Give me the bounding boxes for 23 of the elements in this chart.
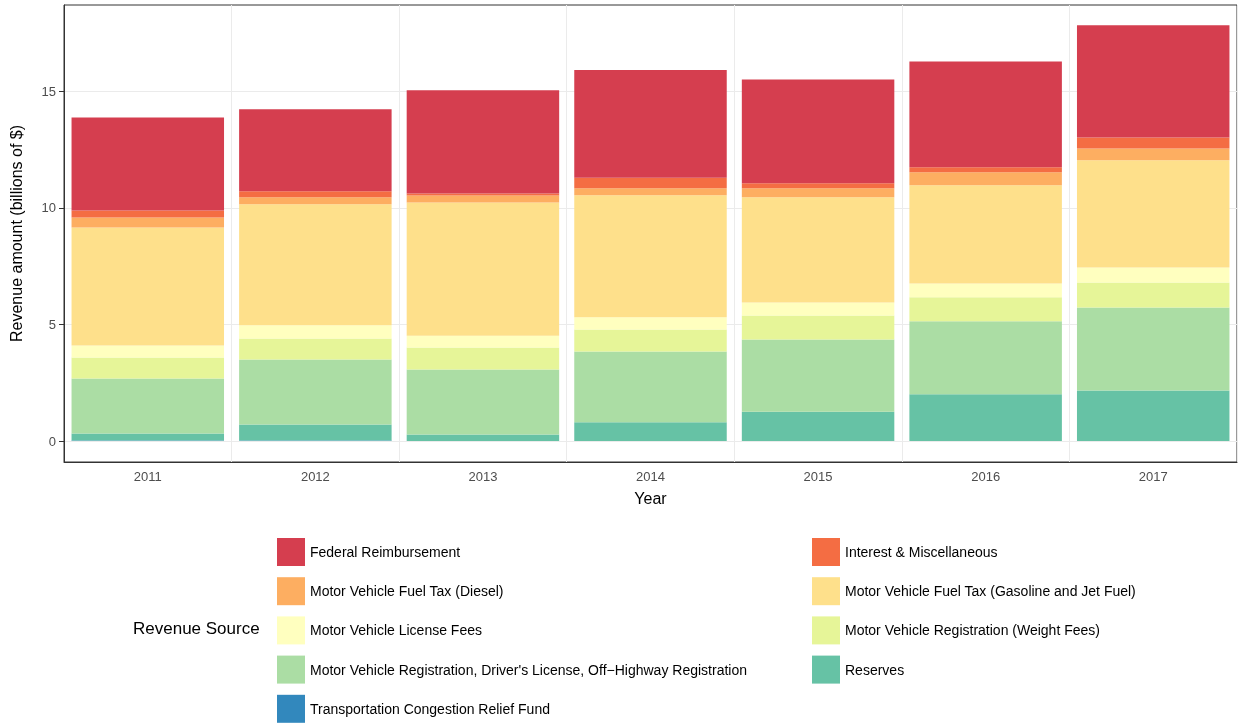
x-tick-label: 2013	[468, 469, 498, 484]
legend-label: Motor Vehicle Registration (Weight Fees)	[845, 622, 1100, 639]
x-tick-label: 2012	[300, 469, 330, 484]
y-tick-label: 10	[41, 200, 56, 216]
x-tick-label: 2015	[803, 469, 833, 484]
legend-label: Motor Vehicle Registration, Driver's License, Off−Highway Registration	[310, 661, 747, 678]
x-axis-title: Year	[634, 489, 668, 507]
x-tick-label: 2017	[1138, 469, 1168, 484]
legend-label: Motor Vehicle License Fees	[310, 622, 482, 639]
legend-label: Reserves	[845, 661, 905, 678]
y-tick-label: 0	[48, 433, 56, 449]
y-tick-label: 5	[48, 316, 56, 332]
legend-title: Revenue Source	[133, 619, 260, 639]
y-axis-title: Revenue amount (billions of $)	[7, 124, 25, 343]
x-tick-label: 2014	[636, 469, 665, 484]
x-tick-label: 2011	[133, 469, 162, 484]
legend-label: Federal Reimbursement	[310, 544, 461, 560]
y-tick-label: 15	[41, 83, 56, 99]
x-tick-label: 2016	[971, 469, 1001, 484]
legend-label: Transportation Congestion Relief Fund	[310, 700, 550, 717]
legend-label: Motor Vehicle Fuel Tax (Diesel)	[310, 583, 504, 600]
legend-label: Interest & Miscellaneous	[845, 544, 998, 560]
legend-label: Motor Vehicle Fuel Tax (Gasoline and Jet Fuel)	[845, 583, 1136, 600]
